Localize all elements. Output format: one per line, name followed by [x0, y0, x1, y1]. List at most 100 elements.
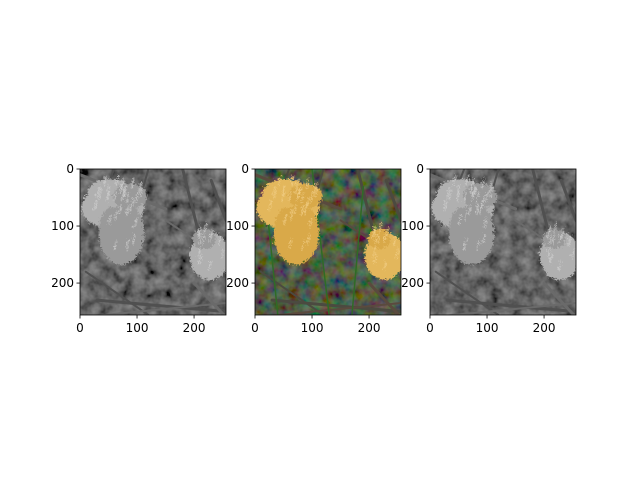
image-coral-branch: [462, 237, 466, 249]
image-coral: [80, 173, 226, 279]
image-coral-branch: [566, 234, 570, 245]
image-coral-branch: [104, 183, 109, 194]
image-coral-blob: [447, 200, 493, 264]
image-coral-branch: [313, 184, 317, 196]
image-coral-branch: [304, 176, 309, 188]
y-tick-label: 100: [226, 219, 249, 233]
image-coral-branch: [113, 173, 118, 185]
image-stick: [270, 298, 401, 314]
image-coral-branch: [446, 186, 451, 198]
image-coral-branch: [375, 232, 379, 244]
image-coral-branch: [270, 184, 274, 196]
image-coral-branch: [383, 226, 388, 237]
x-tick-label: 200: [183, 321, 206, 335]
image-coral-branch: [279, 189, 284, 201]
image-coral-branch: [196, 223, 200, 235]
image-coral-branch: [95, 184, 99, 196]
image-coral-branch: [304, 195, 309, 207]
image-coral-branch: [133, 190, 138, 202]
panel-right: 0 100 200 0 100 200: [401, 162, 577, 335]
image-coral-branch: [92, 198, 96, 209]
image-stick: [95, 298, 226, 314]
image-coral-branch: [445, 184, 449, 196]
image-coral-branch: [200, 232, 204, 244]
image-coral-branch: [474, 238, 479, 250]
image-coral-branch: [474, 191, 478, 202]
image-stick: [209, 178, 226, 222]
axes-frame: [79, 168, 227, 316]
image-coral-branch: [126, 202, 131, 213]
y-tick-label: 0: [241, 162, 249, 176]
image-coral-branch: [479, 195, 484, 207]
image-coral-branch: [394, 246, 399, 258]
image-stick: [367, 281, 401, 315]
image-coral-branch: [480, 232, 484, 244]
image-coral-branch: [469, 188, 474, 200]
image-coral-branch: [119, 188, 124, 200]
image-coral-branch: [130, 232, 134, 244]
image-coral-branch: [104, 189, 109, 201]
image-coral-blob: [272, 200, 318, 264]
image-coral-branch: [96, 186, 101, 198]
image-coral-branch: [112, 237, 116, 249]
image-coral-branch: [197, 251, 202, 263]
image-coral-branch: [208, 226, 213, 237]
image-coral-branch: [281, 213, 286, 224]
image-coral-branch: [469, 176, 473, 188]
y-tick-label: 200: [401, 276, 424, 290]
x-tick-label: 0: [426, 321, 434, 335]
image-coral-branch: [111, 189, 116, 201]
image-coral-branch: [466, 202, 471, 214]
image-coral-branch: [287, 237, 291, 249]
image-coral-branch: [288, 173, 293, 185]
image-coral-branch: [461, 189, 466, 201]
image-coral-branch: [454, 183, 459, 194]
image-stick: [542, 281, 576, 315]
image-coral: [255, 173, 401, 279]
image-coral-branch: [381, 258, 386, 270]
image-stick: [84, 270, 150, 315]
image-coral-branch: [381, 231, 386, 243]
image-coral-branch: [267, 198, 271, 209]
image-coral-branch: [294, 188, 299, 200]
panel-left: 0 100 200 0 100 200: [51, 162, 227, 335]
image-coral-branch: [119, 176, 123, 188]
image-coral-branch: [279, 183, 284, 194]
image-coral-branch: [462, 208, 467, 220]
image-coral-branch: [307, 215, 311, 227]
image-right: [430, 169, 576, 315]
x-tick-label: 200: [533, 321, 556, 335]
image-stick: [259, 270, 325, 315]
image-stick: [192, 281, 226, 315]
image-coral-branch: [370, 244, 375, 256]
image-coral-branch: [546, 223, 550, 235]
image-coral-branch: [195, 244, 200, 256]
image-coral-branch: [391, 234, 395, 245]
image-coral-branch: [476, 202, 481, 213]
image-coral-branch: [129, 195, 134, 207]
x-tick-label: 100: [301, 321, 324, 335]
image-coral-branch: [556, 231, 561, 243]
image-coral-branch: [372, 251, 377, 263]
image-coral-branch: [550, 232, 554, 244]
y-tick-label: 200: [226, 276, 249, 290]
x-tick-label: 100: [126, 321, 149, 335]
image-coral-branch: [129, 176, 134, 188]
image-coral-branch: [486, 180, 491, 192]
image-coral-branch: [482, 215, 486, 227]
image-coral-branch: [376, 220, 381, 232]
image-coral-branch: [291, 202, 296, 214]
image-coral-branch: [106, 213, 111, 224]
image-coral-branch: [101, 173, 106, 185]
image-coral-branch: [294, 176, 298, 188]
image-coral: [430, 173, 576, 279]
image-grass: [351, 186, 365, 315]
image-coral-branch: [112, 208, 117, 220]
image-coral-branch: [197, 231, 202, 243]
image-stick: [559, 178, 576, 222]
image-coral-branch: [124, 238, 129, 250]
image-coral-branch: [216, 234, 220, 245]
image-stick: [384, 178, 401, 222]
image-stick: [434, 270, 500, 315]
